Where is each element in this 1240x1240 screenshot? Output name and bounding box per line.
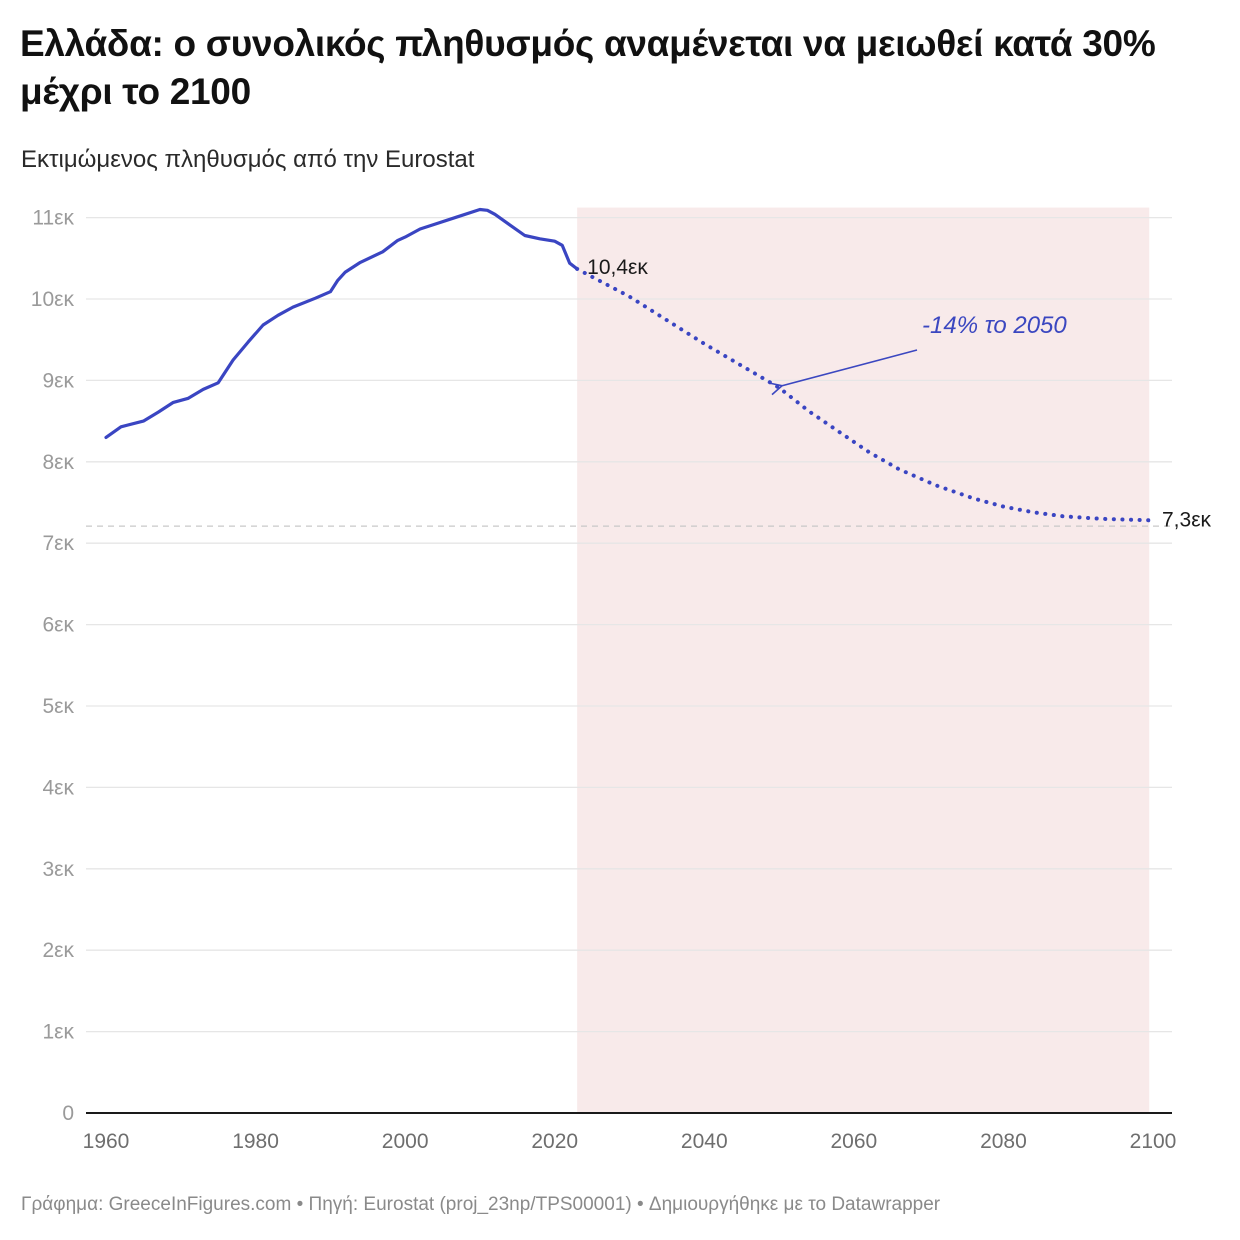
annotation-arrow: [782, 349, 918, 386]
axes: 1960 1980 2000 2020 2040 2060 2080 2100: [83, 1112, 1177, 1153]
annotation-text: -14% το 2050: [922, 312, 1067, 339]
line-chart: 0 1εκ 2εκ 3εκ 4εκ 5εκ 6εκ 7εκ 8εκ 9εκ 10εκ 11εκ 196…: [31, 207, 1212, 1153]
x-tick-label: 2100: [1130, 1130, 1177, 1153]
y-tick-label: 7εκ: [42, 532, 74, 555]
chart-subtitle: Εκτιμώμενος πληθυσμός από την Eurostat: [21, 146, 475, 173]
y-tick-label: 4εκ: [42, 776, 74, 799]
y-tick-label: 8εκ: [42, 451, 74, 474]
y-tick-label: 5εκ: [42, 695, 74, 718]
value-label: 7,3εκ: [1162, 508, 1212, 531]
y-tick-label: 9εκ: [42, 369, 74, 392]
y-tick-label: 11εκ: [32, 207, 74, 230]
x-tick-label: 2060: [830, 1130, 877, 1153]
y-tick-label: 0: [62, 1102, 74, 1125]
historical-line: [104, 207, 579, 439]
y-tick-label: 6εκ: [42, 614, 74, 637]
projection-band: [577, 207, 1150, 1114]
y-tick-label: 10εκ: [31, 288, 75, 311]
gridlines: 0 1εκ 2εκ 3εκ 4εκ 5εκ 6εκ 7εκ 8εκ 9εκ 10εκ 11εκ: [31, 207, 1172, 1125]
chart-footer-credits: Γράφημα: GreeceInFigures.com • Πηγή: Eur…: [21, 1194, 941, 1215]
value-label: 10,4εκ: [587, 256, 648, 279]
y-tick-label: 2εκ: [42, 939, 74, 962]
y-tick-label: 1εκ: [42, 1021, 74, 1044]
x-tick-label: 2020: [531, 1130, 578, 1153]
y-tick-label: 3εκ: [42, 858, 74, 881]
x-tick-label: 1980: [232, 1130, 279, 1153]
x-tick-label: 2080: [980, 1130, 1027, 1153]
x-tick-label: 2040: [681, 1130, 728, 1153]
x-tick-label: 1960: [83, 1130, 130, 1153]
value-labels: 10,4εκ 7,3εκ: [587, 256, 1211, 532]
annotations: -14% το 2050: [782, 312, 1067, 386]
projection-band-layer: [577, 207, 1150, 1114]
projection-line: [575, 266, 1155, 523]
chart-title: Ελλάδα: ο συνολικός πληθυσμός αναμένεται…: [20, 23, 1156, 112]
x-tick-label: 2000: [382, 1130, 429, 1153]
series-layer: [104, 207, 1155, 523]
